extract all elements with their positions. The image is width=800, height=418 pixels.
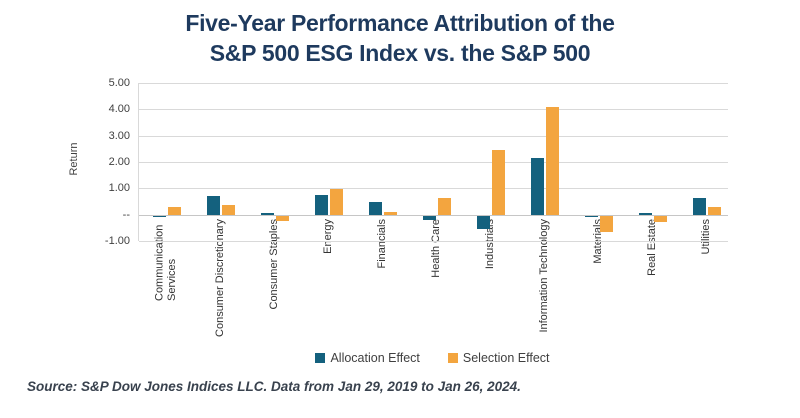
bar-selection-effect bbox=[654, 215, 667, 223]
bar-allocation-effect bbox=[585, 215, 598, 217]
source-note: Source: S&P Dow Jones Indices LLC. Data … bbox=[27, 379, 521, 394]
y-tick-label: 1.00 bbox=[108, 182, 130, 195]
bar-selection-effect bbox=[438, 198, 451, 215]
bar-selection-effect bbox=[384, 211, 397, 215]
legend-item-allocation: Allocation Effect bbox=[315, 351, 420, 365]
bar-selection-effect bbox=[600, 215, 613, 232]
bar-allocation-effect bbox=[153, 215, 166, 217]
chart-title-line2: S&P 500 ESG Index vs. the S&P 500 bbox=[209, 40, 591, 66]
bar-selection-effect bbox=[168, 206, 181, 215]
bar-selection-effect bbox=[276, 215, 289, 221]
y-axis-title: Return bbox=[68, 142, 80, 176]
bar-selection-effect bbox=[492, 150, 505, 215]
allocation-effect-swatch-icon bbox=[315, 353, 326, 363]
selection-effect-swatch-icon bbox=[447, 353, 458, 363]
y-tick-label: 4.00 bbox=[108, 103, 130, 116]
legend-label-selection: Selection Effect bbox=[462, 351, 550, 365]
y-tick-label: 2.00 bbox=[108, 156, 130, 168]
chart-title: Five-Year Performance Attribution of the… bbox=[0, 8, 800, 68]
gridline bbox=[139, 162, 728, 163]
bar-selection-effect bbox=[222, 205, 235, 215]
bar-allocation-effect bbox=[261, 213, 274, 215]
legend: Allocation Effect Selection Effect bbox=[138, 351, 727, 365]
bar-allocation-effect bbox=[423, 215, 436, 220]
legend-label-allocation: Allocation Effect bbox=[330, 351, 420, 365]
gridline bbox=[139, 83, 728, 84]
gridline bbox=[139, 109, 728, 111]
bar-allocation-effect bbox=[639, 212, 652, 215]
bar-selection-effect bbox=[546, 106, 559, 215]
legend-item-selection: Selection Effect bbox=[447, 351, 550, 365]
bar-allocation-effect bbox=[369, 202, 382, 215]
y-tick-label: 3.00 bbox=[108, 129, 130, 142]
y-tick-label: -1.00 bbox=[104, 235, 130, 247]
y-tick-label: -- bbox=[122, 208, 130, 221]
plot-area bbox=[138, 83, 728, 242]
chart-title-line1: Five-Year Performance Attribution of the bbox=[185, 10, 615, 36]
bar-selection-effect bbox=[330, 189, 343, 215]
gridline bbox=[139, 188, 728, 190]
bar-selection-effect bbox=[708, 207, 721, 215]
zero-axis-line bbox=[139, 214, 728, 216]
gridline bbox=[139, 135, 728, 137]
bar-allocation-effect bbox=[531, 158, 544, 215]
bar-allocation-effect bbox=[693, 198, 706, 215]
y-tick-label: 5.00 bbox=[108, 77, 130, 89]
bar-allocation-effect bbox=[315, 195, 328, 215]
bar-allocation-effect bbox=[207, 195, 220, 215]
bar-allocation-effect bbox=[477, 215, 490, 229]
gridline bbox=[139, 241, 728, 242]
